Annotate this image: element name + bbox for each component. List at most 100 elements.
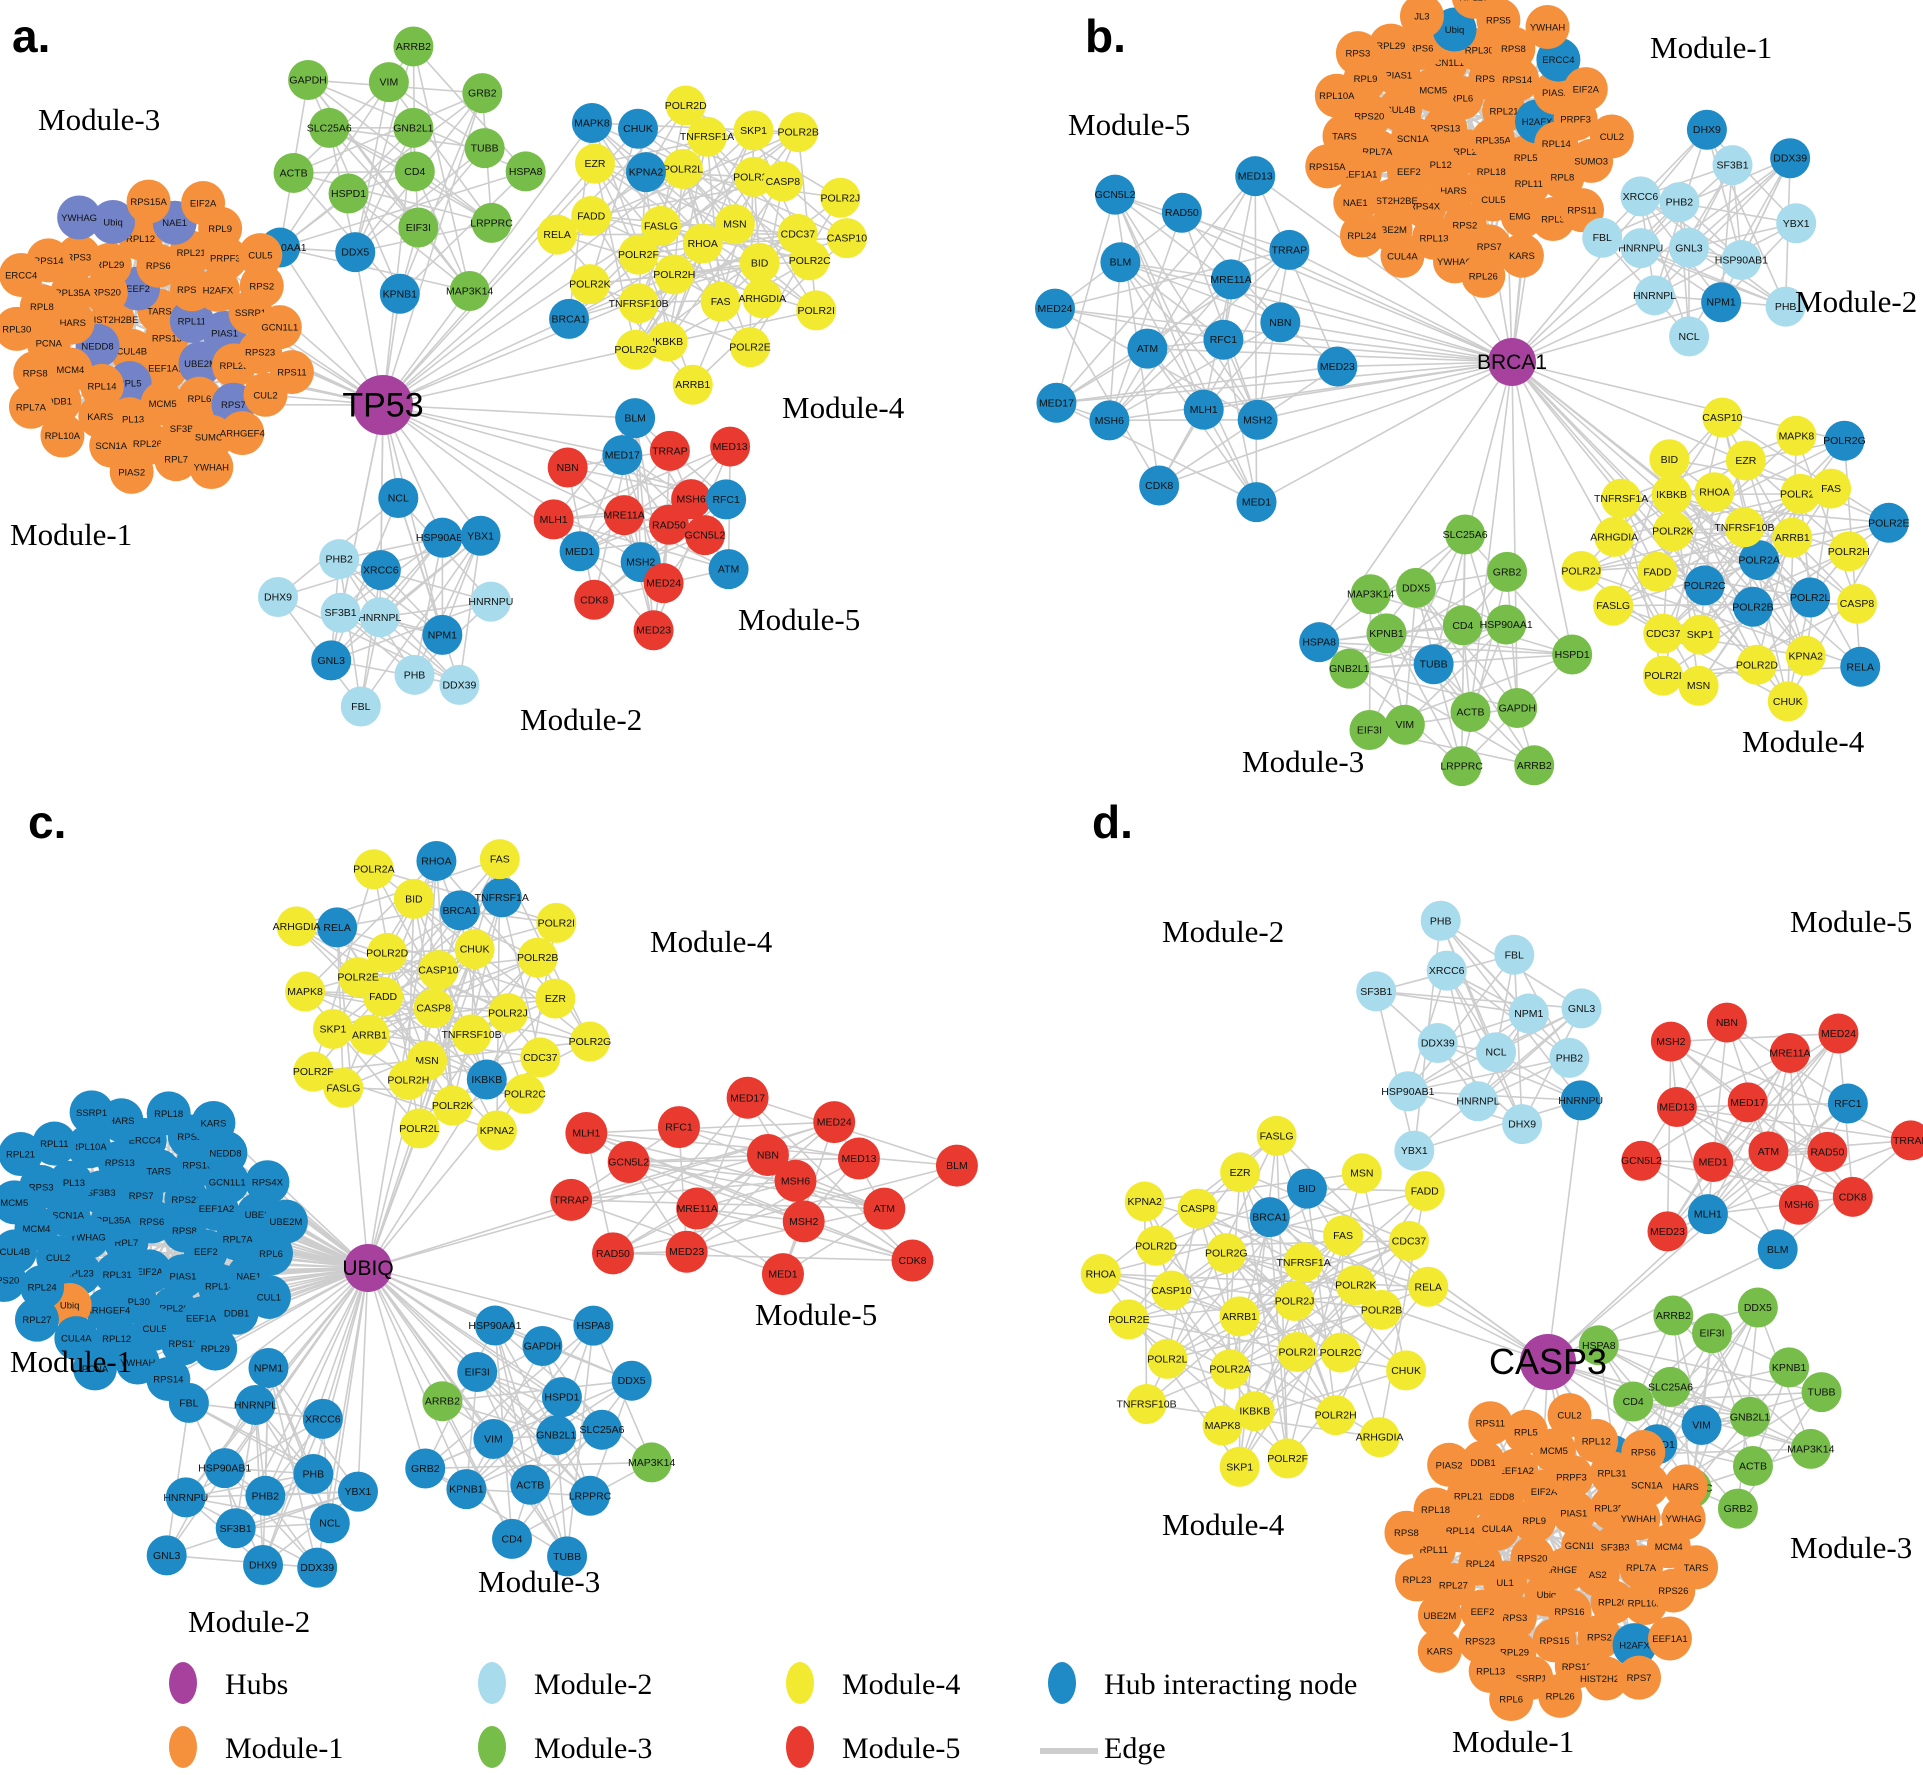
legend-label-hub: Hubs: [225, 1668, 288, 1701]
edge: [328, 1267, 369, 1524]
node-circle-RELA: [317, 907, 358, 948]
node-IKBKB: IKBKB: [647, 321, 688, 362]
node-label-RPL21: RPL21: [1454, 1491, 1483, 1502]
node-circle-YBX1: [337, 1471, 378, 1512]
node-label-RPL18: RPL18: [154, 1109, 183, 1120]
node-HNRNPU: HNRNPU: [468, 581, 513, 622]
node-RPL21: RPL21: [0, 1132, 43, 1176]
edge: [686, 1154, 769, 1253]
node-label-TNFRSF10B: TNFRSF10B: [442, 1029, 502, 1041]
node-DDX5: DDX5: [1396, 567, 1437, 608]
node-label-SUMO3: SUMO3: [1574, 156, 1608, 167]
panel-letter-d: d.: [1092, 796, 1133, 848]
node-circle-HSP90AB1: [1721, 240, 1762, 281]
node-circle-MSH6: [1778, 1184, 1819, 1225]
node-circle-VIM: [1681, 1404, 1722, 1445]
node-label-POLR2L: POLR2L: [1790, 592, 1830, 604]
node-circle-XRCC6: [302, 1398, 343, 1439]
edge: [1108, 212, 1183, 421]
node-label-GCN5L2: GCN5L2: [685, 530, 726, 542]
node-label-POLR2A: POLR2A: [353, 864, 394, 876]
node-label-HSP90AB1: HSP90AB1: [1381, 1086, 1434, 1098]
node-label-RPS20: RPS20: [0, 1275, 19, 1286]
node-label-CUL2: CUL2: [46, 1253, 70, 1264]
node-label-POLR2F: POLR2F: [293, 1066, 334, 1078]
node-GCN1L1: GCN1L1: [257, 305, 302, 350]
node-circle-HIST2H2BE: [1583, 1656, 1628, 1701]
node-circle-POLR2E: [1108, 1299, 1149, 1340]
node-label-MRE11A: MRE11A: [677, 1203, 718, 1215]
node-label-PCNA: PCNA: [36, 339, 63, 350]
node-label-RPL9: RPL9: [1522, 1516, 1546, 1527]
node-NBN: NBN: [1706, 1002, 1747, 1043]
node-TNFRSF10B: TNFRSF10B: [609, 283, 669, 324]
node-label-HSPD1: HSPD1: [331, 188, 366, 200]
node-label-FAS: FAS: [490, 854, 510, 866]
node-circle-HNRNPL: [1458, 1081, 1499, 1122]
node-label-HNRNPL: HNRNPL: [1456, 1096, 1499, 1108]
node-circle-POLR2B: [1361, 1289, 1402, 1330]
node-label-CUL4B: CUL4B: [1385, 105, 1416, 116]
edge: [293, 170, 415, 174]
node-label-RPL10A: RPL10A: [71, 1142, 107, 1153]
node-EZR: EZR: [575, 143, 616, 184]
node-POLR2I: POLR2I: [1277, 1331, 1318, 1372]
edge: [628, 1154, 768, 1163]
node-label-HSP90AB1: HSP90AB1: [198, 1463, 251, 1475]
node-label-MED1: MED1: [768, 1269, 797, 1281]
node-circle-PHB2: [319, 539, 360, 580]
edge: [586, 1121, 835, 1134]
edge: [1678, 202, 1690, 337]
node-EEF1A1: EEF1A1: [1647, 1616, 1692, 1661]
node-POLR2G: POLR2G: [1205, 1233, 1248, 1274]
node-RELA: RELA: [317, 907, 358, 948]
node-label-ARRB1: ARRB1: [352, 1029, 387, 1041]
node-IKBKB: IKBKB: [1651, 474, 1692, 515]
node-label-RPS23: RPS23: [245, 348, 275, 359]
node-circle-NCL: [1476, 1032, 1517, 1073]
node-NBN: NBN: [746, 1133, 789, 1176]
node-label-GNL3: GNL3: [1568, 1003, 1596, 1015]
node-label-CASP8: CASP8: [1181, 1203, 1216, 1215]
node-label-POLR2J: POLR2J: [820, 192, 860, 204]
node-circle-GCN5L2: [607, 1140, 650, 1183]
node-XRCC6: XRCC6: [1620, 176, 1661, 217]
node-RPL23: RPL23: [1395, 1557, 1440, 1602]
edge: [1641, 1159, 1853, 1198]
node-label-CUL5: CUL5: [248, 251, 272, 262]
node-ERCC4: ERCC4: [0, 252, 44, 297]
node-circle-CUL5: [238, 233, 283, 278]
panel-b-titles: b.Module-5Module-1Module-2Module-4Module…: [1068, 10, 1917, 779]
node-label-SF3B3: SF3B3: [1601, 1543, 1630, 1554]
node-label-HSPA8: HSPA8: [509, 166, 543, 178]
node-label-GNL3: GNL3: [318, 655, 346, 667]
node-GRB2: GRB2: [405, 1448, 446, 1489]
node-circle-MED13: [710, 426, 751, 467]
node-label-DDX39: DDX39: [1773, 153, 1807, 165]
node-FBL: FBL: [1582, 217, 1623, 258]
node-circle-DDX5: [1737, 1287, 1778, 1328]
panel-letter-b: b.: [1085, 10, 1126, 62]
edge: [782, 1121, 835, 1275]
node-RPL27: RPL27: [1452, 0, 1496, 19]
node-circle-HNRNPU: [165, 1477, 206, 1518]
node-circle-ERCC4: [0, 252, 44, 297]
node-circle-CUL4A: [1380, 233, 1425, 278]
node-circle-CDK8: [1832, 1176, 1873, 1217]
node-label-BID: BID: [751, 257, 769, 269]
node-label-RPS13: RPS13: [152, 333, 182, 344]
node-label-POLR2L: POLR2L: [1147, 1353, 1187, 1365]
node-circle-EIF3I: [1349, 710, 1390, 751]
node-label-RPS13: RPS13: [1430, 123, 1460, 134]
node-label-MSH6: MSH6: [677, 494, 706, 506]
node-circle-Ubiq: [91, 199, 136, 244]
node-label-MED24: MED24: [1037, 303, 1072, 315]
node-circle-ATM: [1127, 328, 1168, 369]
node-label-RPL7A: RPL7A: [1626, 1563, 1657, 1574]
node-label-SKP1: SKP1: [740, 125, 767, 137]
node-circle-LRPPRC: [569, 1475, 610, 1516]
node-circle-POLR2C: [1684, 565, 1725, 606]
node-label-PIAS1: PIAS1: [211, 328, 238, 339]
node-circle-YWHAH: [1525, 5, 1570, 50]
